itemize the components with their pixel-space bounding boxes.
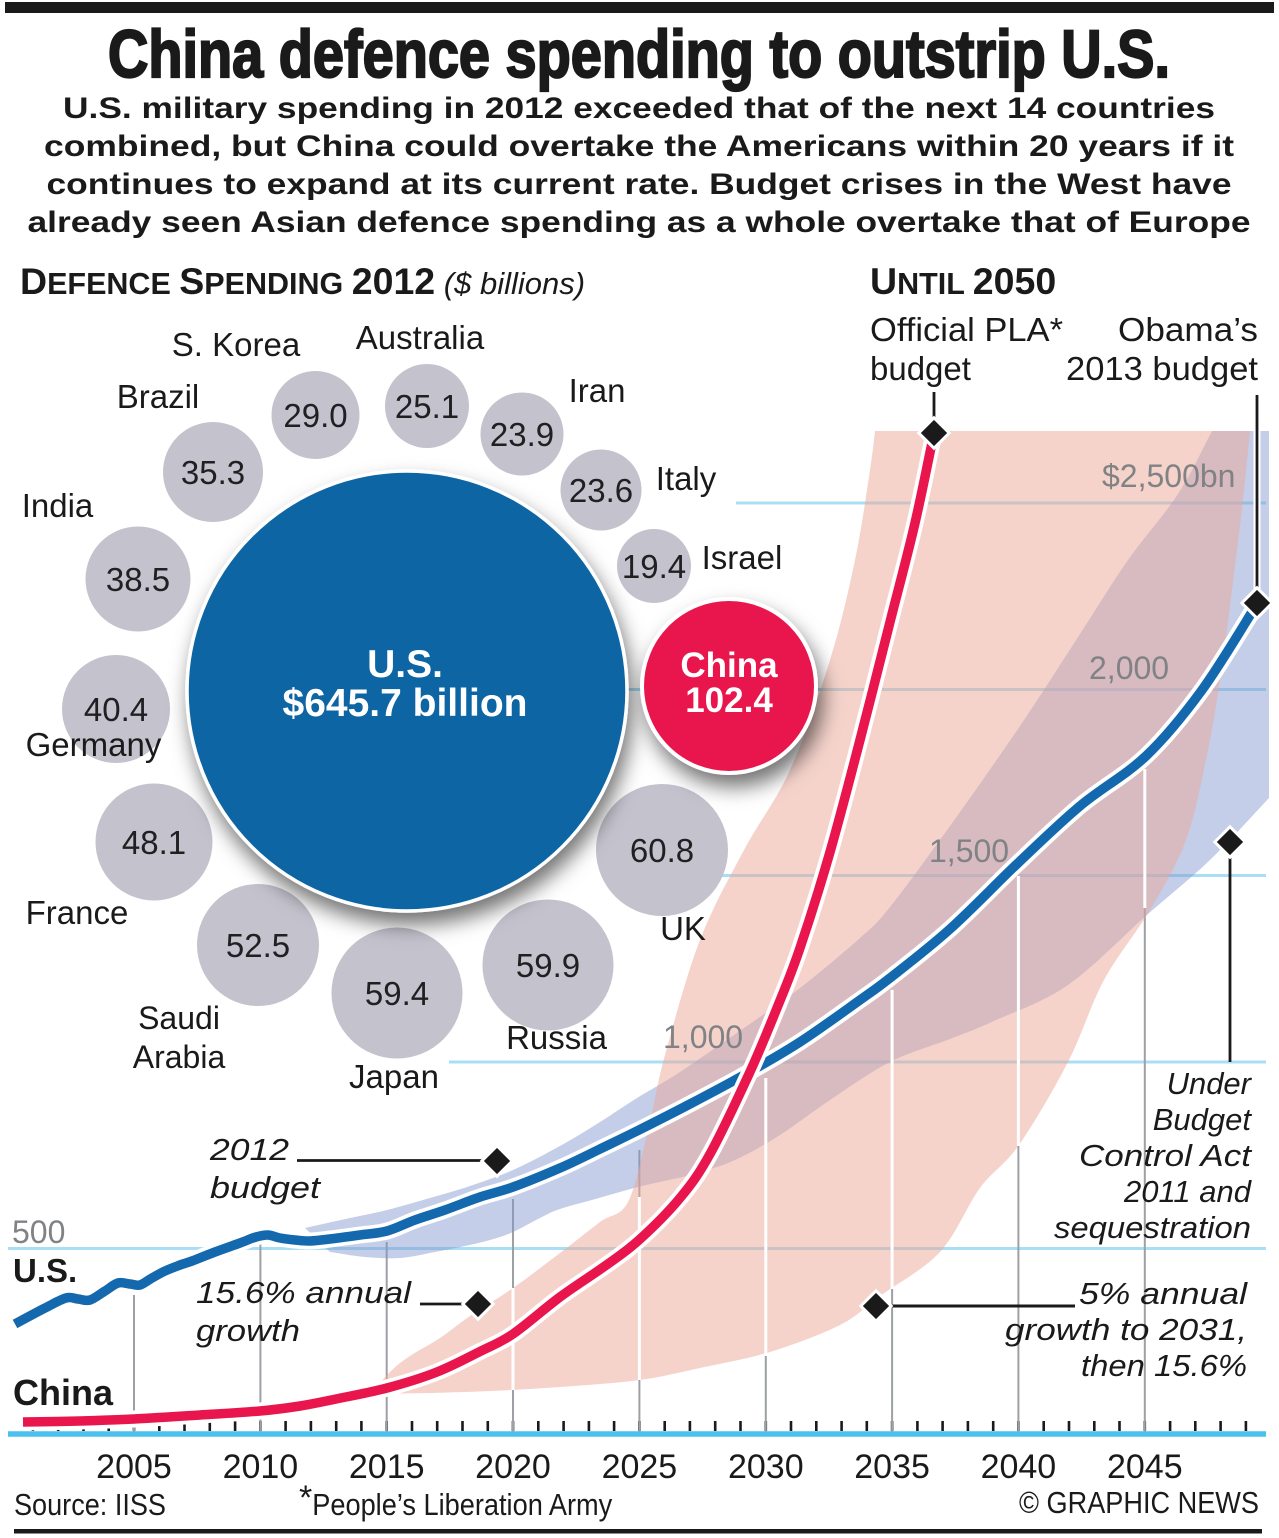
svg-text:2025: 2025 [602,1448,678,1486]
svg-text:23.9: 23.9 [490,416,554,453]
svg-text:Budget: Budget [1153,1102,1253,1137]
svg-text:59.4: 59.4 [365,975,429,1012]
svg-text:Japan: Japan [349,1058,439,1095]
svg-text:2011 and: 2011 and [1123,1174,1253,1209]
svg-text:China: China [13,1372,114,1413]
svg-text:5% annual: 5% annual [1079,1276,1248,1311]
svg-text:15.6% annual: 15.6% annual [196,1275,412,1310]
svg-text:Official PLA*: Official PLA* [870,311,1063,348]
svg-text:already seen Asian defence spe: already seen Asian defence spending as a… [28,206,1251,239]
svg-text:52.5: 52.5 [226,927,290,964]
svg-text:DEFENCE SPENDING 2012 ($ billi: DEFENCE SPENDING 2012 ($ billions) [20,260,585,302]
svg-text:Under: Under [1167,1066,1253,1101]
svg-text:Israel: Israel [702,539,783,576]
svg-text:China: China [680,646,778,685]
svg-text:then 15.6%: then 15.6% [1081,1348,1247,1383]
svg-text:U.S.: U.S. [367,643,443,686]
svg-text:France: France [26,894,129,931]
svg-text:growth: growth [196,1313,300,1348]
svg-text:2013 budget: 2013 budget [1066,350,1258,387]
svg-text:budget: budget [870,350,971,387]
svg-text:$645.7 billion: $645.7 billion [283,682,528,725]
svg-text:2035: 2035 [854,1448,930,1486]
svg-text:sequestration: sequestration [1054,1210,1251,1245]
svg-text:38.5: 38.5 [106,561,170,598]
svg-text:© GRAPHIC NEWS: © GRAPHIC NEWS [1019,1485,1259,1520]
svg-text:2015: 2015 [349,1448,425,1486]
svg-text:UK: UK [660,910,706,947]
svg-text:2005: 2005 [96,1448,172,1486]
svg-text:growth to 2031,: growth to 2031, [1005,1312,1247,1347]
svg-text:continues to expand at its cur: continues to expand at its current rate.… [47,168,1232,201]
svg-text:Iran: Iran [569,372,626,409]
svg-text:Russia: Russia [506,1019,608,1056]
svg-text:Arabia: Arabia [133,1039,226,1075]
svg-text:102.4: 102.4 [685,681,773,720]
svg-text:Australia: Australia [356,319,485,356]
svg-text:1,500: 1,500 [929,833,1009,869]
svg-text:2012: 2012 [209,1132,289,1167]
svg-text:Control Act: Control Act [1079,1138,1253,1173]
svg-text:Obama’s: Obama’s [1118,311,1258,348]
svg-text:India: India [22,487,94,524]
svg-text:48.1: 48.1 [122,824,186,861]
svg-text:25.1: 25.1 [395,388,459,425]
svg-text:budget: budget [210,1170,322,1205]
svg-text:2030: 2030 [728,1448,804,1486]
svg-text:19.4: 19.4 [622,548,686,585]
svg-text:U.S.: U.S. [13,1252,77,1289]
svg-text:UNTIL 2050: UNTIL 2050 [870,260,1056,302]
svg-text:Brazil: Brazil [117,378,200,415]
svg-text:Source: IISS: Source: IISS [14,1487,166,1522]
svg-text:59.9: 59.9 [516,947,580,984]
svg-text:2010: 2010 [223,1448,299,1486]
svg-text:Germany: Germany [26,726,162,763]
svg-text:40.4: 40.4 [84,691,148,728]
svg-text:*People’s Liberation Army: *People’s Liberation Army [299,1479,613,1522]
svg-text:500: 500 [12,1214,65,1250]
svg-text:2045: 2045 [1107,1448,1183,1486]
svg-text:Saudi: Saudi [138,1000,220,1036]
svg-text:60.8: 60.8 [630,832,694,869]
svg-text:1,000: 1,000 [663,1019,743,1055]
svg-text:Italy: Italy [656,460,717,497]
svg-text:China defence spending to outs: China defence spending to outstrip U.S. [108,17,1170,92]
svg-text:2020: 2020 [475,1448,551,1486]
svg-text:23.6: 23.6 [569,472,633,509]
svg-text:2,000: 2,000 [1089,650,1169,686]
svg-text:2040: 2040 [981,1448,1057,1486]
svg-text:35.3: 35.3 [181,454,245,491]
svg-text:29.0: 29.0 [283,397,347,434]
svg-text:S. Korea: S. Korea [172,326,301,363]
svg-text:combined, but China could over: combined, but China could overtake the A… [44,130,1234,163]
svg-text:$2,500bn: $2,500bn [1102,458,1235,494]
svg-text:U.S. military spending in 2012: U.S. military spending in 2012 exceeded … [63,92,1215,125]
